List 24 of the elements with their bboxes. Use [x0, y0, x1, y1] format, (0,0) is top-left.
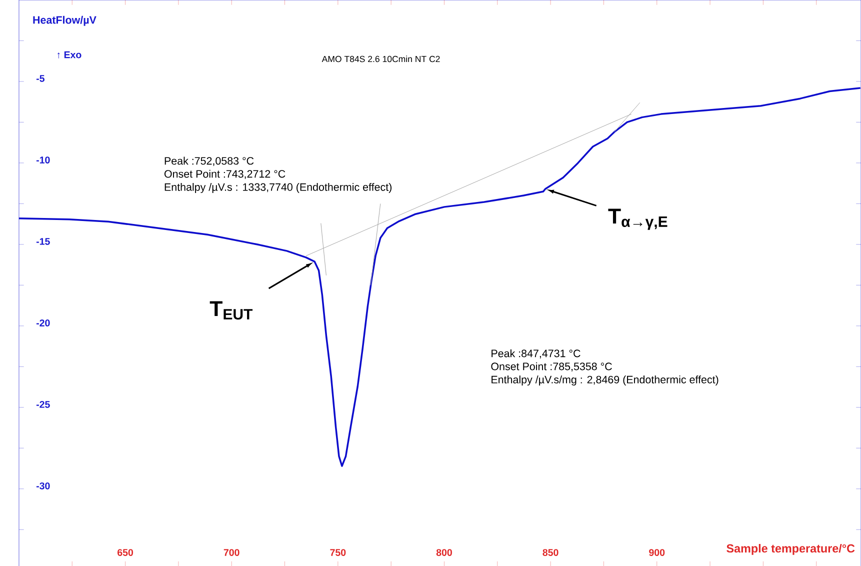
annotation: Enthalpy /µV.s : 1333,7740 (Endothermic effect): [164, 182, 392, 193]
x-tick-label: 900: [649, 548, 665, 556]
annotation: Onset Point :743,2712 °C: [164, 170, 286, 179]
x-tick-label: 800: [436, 548, 452, 556]
annotation: Peak :752,0583 °C: [164, 156, 254, 166]
annotation: Onset Point :785,5358 °C: [491, 362, 612, 372]
x-tick-label: 700: [224, 548, 240, 556]
text: AMO T84S 2.6 10Cmin NT C2: [322, 56, 440, 62]
y-tick-label: -30: [36, 482, 50, 490]
y-tick-label: -25: [36, 400, 50, 408]
x-tick-label: 850: [542, 548, 558, 556]
y-axis-title: HeatFlow/µV: [33, 16, 96, 26]
annotation: Enthalpy /µV.s/mg : 2,8469 (Endothermic effect): [492, 375, 718, 386]
y-tick-label: -5: [36, 75, 44, 82]
annotation: Peak :847,4731 °C: [492, 349, 580, 358]
x-tick-label: 750: [330, 548, 346, 556]
x-axis-title: Sample temperature/°C: [726, 544, 855, 555]
y-tick-label: -15: [36, 238, 50, 245]
annotation: T$_{EUT}$: [210, 301, 253, 320]
y-tick-label: -20: [36, 319, 50, 326]
annotation: T$_{α→γ,E}$: [608, 208, 668, 230]
annotation: ↑ Exo: [58, 51, 82, 58]
y-tick-label: -10: [36, 156, 50, 164]
x-tick-label: 650: [118, 548, 134, 556]
